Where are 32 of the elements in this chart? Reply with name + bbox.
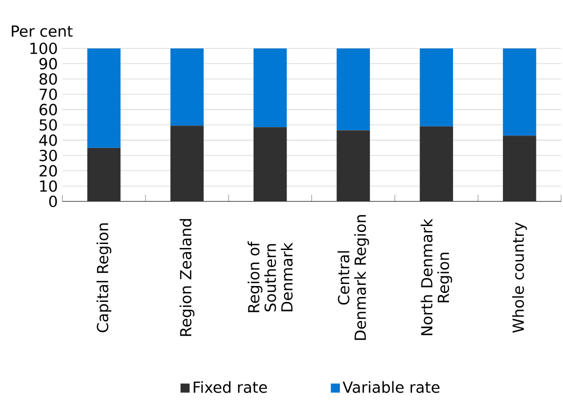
- y-tick-label: 70: [40, 88, 57, 100]
- x-tick-label: Region Zealand: [180, 219, 194, 336]
- y-tick-label: 80: [40, 73, 57, 85]
- y-tick-label: 90: [39, 58, 57, 70]
- y-tick-label: 30: [40, 150, 57, 162]
- x-tick-label: Region of Southern Denmark: [248, 241, 293, 312]
- bar: [87, 48, 121, 148]
- legend-label: Fixed rate: [194, 380, 267, 393]
- bar: [502, 135, 536, 202]
- bar: [170, 48, 204, 126]
- x-tick-label: Whole country: [512, 222, 527, 333]
- y-tick-label: 10: [40, 180, 57, 192]
- y-tick-label: 40: [39, 134, 57, 146]
- bar: [254, 48, 287, 127]
- x-tick-label: Capital Region: [96, 223, 112, 332]
- x-tick-label: North Denmark Region: [420, 218, 452, 335]
- bar: [336, 48, 370, 130]
- y-tick-label: 60: [40, 104, 57, 116]
- bar: [336, 130, 370, 202]
- y-tick-label: 50: [40, 118, 57, 130]
- bar: [170, 125, 204, 202]
- x-tick-label: Central Denmark Region: [338, 214, 369, 340]
- y-axis-title: Per cent: [12, 25, 73, 37]
- bar: [254, 127, 287, 202]
- y-tick-label: 100: [30, 42, 57, 54]
- y-tick-label: 20: [40, 164, 57, 176]
- y-tick-label: 0: [49, 195, 57, 207]
- bar: [420, 126, 454, 202]
- bar: [420, 48, 454, 126]
- bar: [502, 48, 536, 136]
- bar: [87, 148, 121, 202]
- legend-label: Variable rate: [342, 380, 440, 393]
